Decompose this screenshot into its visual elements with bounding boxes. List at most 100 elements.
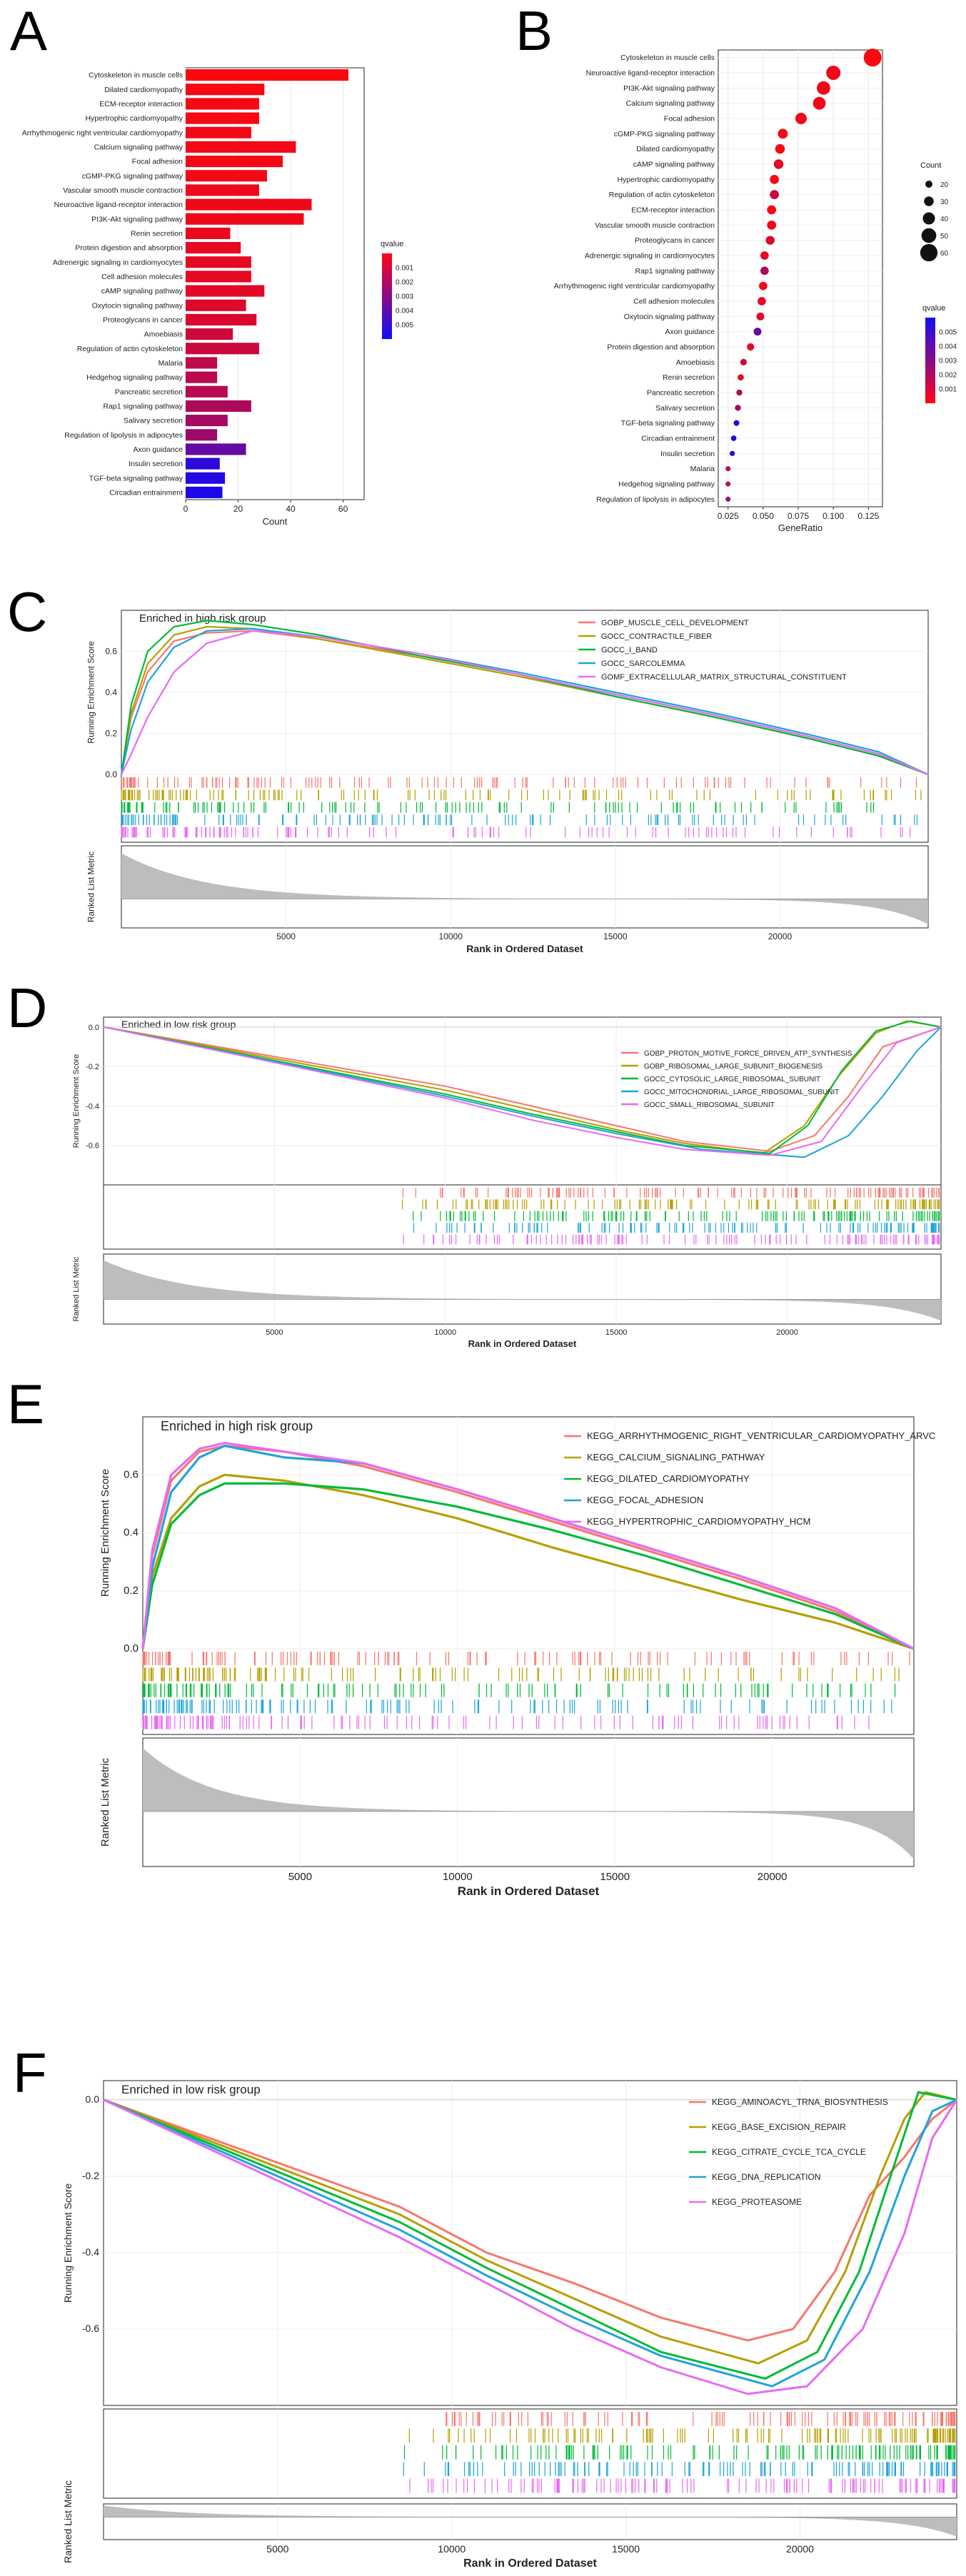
frame-bot xyxy=(121,845,929,929)
dot xyxy=(773,159,784,169)
category-label: Adrenergic signaling in cardiomyocytes xyxy=(585,252,715,261)
bar xyxy=(186,198,312,211)
legend-label: KEGG_FOCAL_ADHESION xyxy=(587,1495,703,1505)
x-tick-label: 10000 xyxy=(439,931,463,941)
dot xyxy=(760,251,769,260)
y-axis-label: Running Enrichment Score xyxy=(86,641,96,744)
es-curve-series-5 xyxy=(141,1441,915,1650)
legend-colorbar xyxy=(382,253,392,339)
frame-bot xyxy=(103,1253,942,1325)
legend-label: KEGG_HYPERTROPHIC_CARDIOMYOPATHY_HCM xyxy=(587,1516,811,1527)
panel-label-f: F xyxy=(13,2041,47,2104)
category-label: TGF-beta signaling pathway xyxy=(89,474,183,483)
bar xyxy=(186,472,226,484)
y-tick-label: 0.2 xyxy=(105,729,117,739)
category-label: Axon guidance xyxy=(134,445,183,454)
x-tick-label: 20000 xyxy=(786,2543,814,2555)
dot xyxy=(735,405,741,411)
legend-tick-label: 0.001 xyxy=(396,265,413,273)
category-label: Rap1 signaling pathway xyxy=(104,402,183,410)
x-tick-label: 0 xyxy=(183,504,188,514)
es-curve-series-2 xyxy=(103,2091,957,2365)
legend-tick-label: 0.005 xyxy=(396,322,413,330)
legend-label: KEGG_ARRHYTHMOGENIC_RIGHT_VENTRICULAR_CA… xyxy=(587,1430,935,1441)
bar xyxy=(186,84,265,96)
category-label: Rap1 signaling pathway xyxy=(635,267,715,276)
bar xyxy=(186,213,304,225)
category-label: Regulation of actin cytoskeleton xyxy=(609,191,715,199)
bar xyxy=(186,371,218,383)
plot-title: Enriched in high risk group xyxy=(139,612,266,625)
size-legend-dot xyxy=(921,228,937,243)
category-label: Vascular smooth muscle contraction xyxy=(595,221,715,230)
x-tick-label: 0.050 xyxy=(753,511,774,521)
size-legend-label: 20 xyxy=(940,181,949,189)
x-tick-label: 5000 xyxy=(266,2543,288,2555)
bar xyxy=(186,285,265,297)
frame-mid xyxy=(103,1184,942,1250)
bar xyxy=(186,328,233,340)
plot-frame xyxy=(185,67,365,500)
bar xyxy=(186,385,228,398)
dot xyxy=(760,266,769,276)
category-label: Cell adhesion molecules xyxy=(101,273,183,281)
x-tick-label: 0.075 xyxy=(788,511,809,521)
y-tick-label: -0.2 xyxy=(82,2170,99,2181)
category-label: Hypertrophic cardiomyopathy xyxy=(617,176,715,184)
panel-label-c: C xyxy=(7,580,48,643)
es-curve-series-1 xyxy=(103,2098,957,2342)
es-curve-series-2 xyxy=(141,1473,915,1650)
plot-title: Enriched in high risk group xyxy=(161,1419,313,1433)
dot xyxy=(753,328,762,336)
category-label: PI3K-Akt signaling pathway xyxy=(91,215,183,223)
category-label: Hedgehog signaling pathway xyxy=(618,480,715,489)
dot xyxy=(812,96,826,110)
dot xyxy=(740,358,747,365)
category-label: Focal adhesion xyxy=(132,158,183,166)
legend-label: GOMF_EXTRACELLULAR_MATRIX_STRUCTURAL_CON… xyxy=(601,673,847,682)
frame-bot xyxy=(103,2503,957,2540)
size-legend-label: 30 xyxy=(940,198,949,206)
category-label: Dilated cardiomyopathy xyxy=(104,86,183,94)
dot xyxy=(770,174,780,184)
y-tick-label: 0.6 xyxy=(124,1468,139,1480)
legend-title: qvalue xyxy=(922,304,945,313)
frame-top xyxy=(103,2080,957,2406)
x-tick-label: 5000 xyxy=(276,931,296,941)
category-label: Circadian entrainment xyxy=(641,435,715,443)
x-tick-label: 60 xyxy=(338,504,348,514)
hit-ticks-series-1 xyxy=(121,777,917,788)
category-label: cAMP signaling pathway xyxy=(101,287,183,296)
x-tick-label: 15000 xyxy=(605,1328,628,1337)
category-label: Protein digestion and absorption xyxy=(75,244,183,253)
hit-ticks-series-2 xyxy=(402,1199,940,1210)
x-axis-label: Count xyxy=(263,516,288,527)
category-label: Malaria xyxy=(690,465,715,473)
hit-ticks-series-2 xyxy=(142,1667,900,1682)
category-label: Regulation of lipolysis in adipocytes xyxy=(596,495,715,504)
category-label: cGMP-PKG signaling pathway xyxy=(614,130,715,138)
es-curve-series-3 xyxy=(103,1020,942,1154)
bar xyxy=(186,112,259,124)
dot xyxy=(725,496,731,502)
hit-ticks-series-3 xyxy=(403,2445,956,2460)
x-axis-label: Rank in Ordered Dataset xyxy=(458,1884,600,1898)
category-label: Vascular smooth muscle contraction xyxy=(63,186,183,195)
size-legend-dot xyxy=(920,243,938,262)
y-tick-label: 0.0 xyxy=(89,1024,99,1032)
size-legend-label: 60 xyxy=(940,250,949,258)
category-label: Protein digestion and absorption xyxy=(607,343,715,352)
y-tick-label: -0.6 xyxy=(86,1142,99,1151)
x-tick-label: 10000 xyxy=(438,2543,466,2555)
category-label: Arrhythmogenic right ventricular cardiom… xyxy=(554,282,715,291)
legend-tick-label: 0.005 xyxy=(939,329,957,337)
hit-ticks-series-5 xyxy=(121,827,911,838)
dot xyxy=(733,420,740,426)
chart-e-gsea-plot: 0.0 0.2 0.4 0.6 Enriched in high risk group R… xyxy=(99,1416,935,1898)
category-label: Cell adhesion molecules xyxy=(633,298,715,306)
dot xyxy=(863,49,882,67)
dot xyxy=(758,297,766,305)
hit-ticks-series-3 xyxy=(413,1211,940,1221)
bar xyxy=(186,227,231,239)
bar xyxy=(186,156,283,168)
